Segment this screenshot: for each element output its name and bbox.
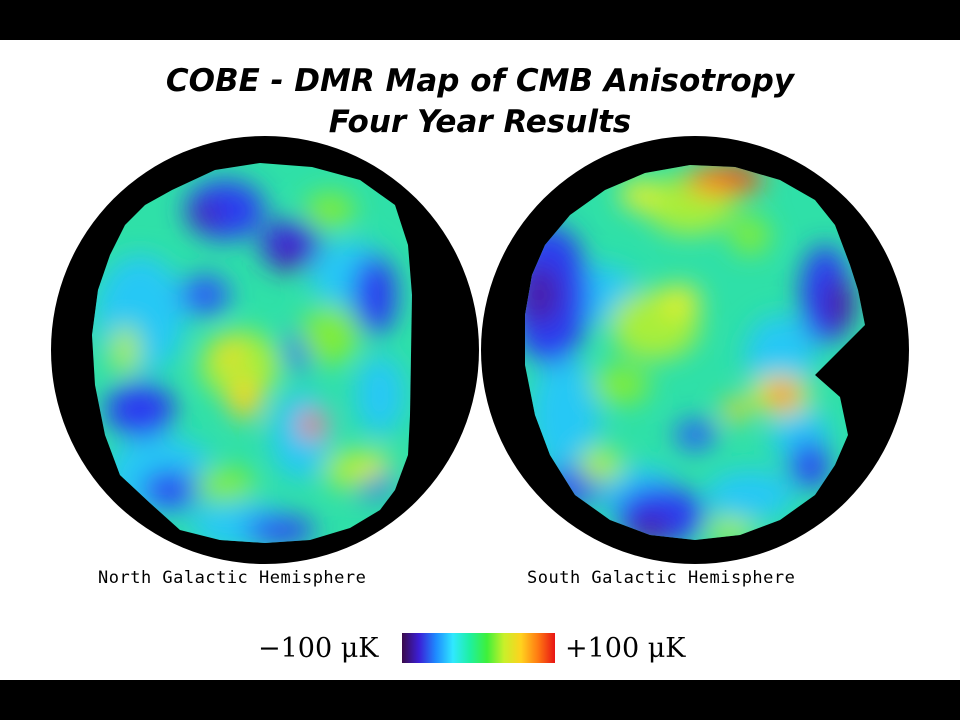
colorbar-min-label: −100 μK bbox=[258, 633, 379, 664]
colorbar-gradient bbox=[402, 633, 555, 663]
north-hemisphere-label: North Galactic Hemisphere bbox=[98, 568, 367, 588]
slide-subtitle: Four Year Results bbox=[328, 104, 632, 140]
north-hemisphere-map bbox=[50, 135, 480, 565]
colorbar-max-label: +100 μK bbox=[565, 633, 686, 664]
south-hemisphere-label: South Galactic Hemisphere bbox=[527, 568, 796, 588]
content-area: COBE - DMR Map of CMB Anisotropy Four Ye… bbox=[0, 40, 960, 680]
south-map-svg bbox=[481, 136, 909, 564]
north-map-svg bbox=[51, 136, 479, 564]
south-hemisphere-map bbox=[480, 135, 910, 565]
colorbar bbox=[402, 633, 555, 663]
slide-title: COBE - DMR Map of CMB Anisotropy bbox=[165, 63, 795, 99]
